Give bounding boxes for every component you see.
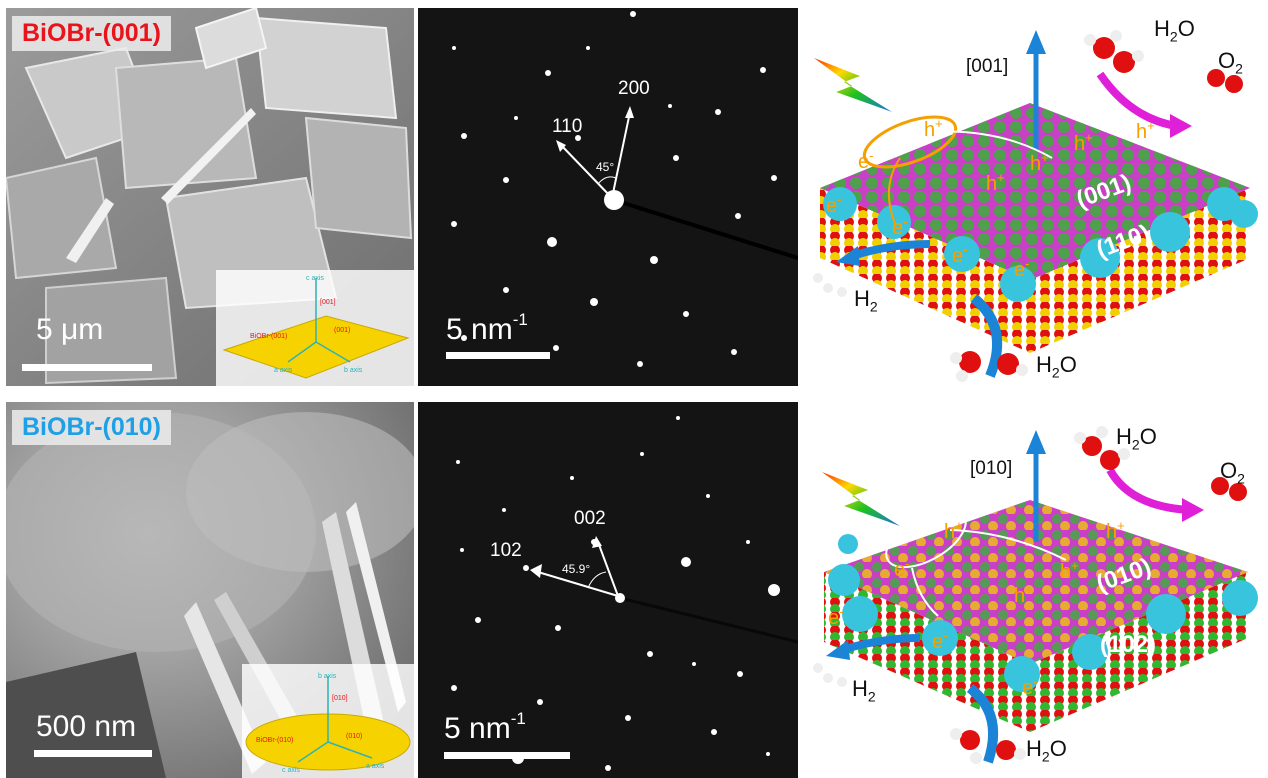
inset-axis-b-top: b axis	[344, 367, 363, 374]
water-top-label: H2O	[1154, 16, 1195, 45]
electron-1-top: e-	[858, 148, 873, 173]
oxygen-label-bottom: O2	[1220, 458, 1245, 487]
saed-scalebar-bottom	[444, 752, 570, 759]
electron-4-bottom: e-	[1022, 674, 1037, 699]
inset-facet-label-top: (001)	[334, 327, 350, 334]
electron-2-top: e-	[826, 192, 841, 217]
hole-1-top: h+	[924, 116, 943, 141]
sample-label-001: BiOBr-(001)	[12, 16, 171, 51]
electron-4-top: e-	[952, 242, 967, 267]
sem-scalebar-label-bottom: 500 nm	[36, 710, 137, 743]
saed-spot-002: 002	[574, 508, 606, 529]
hydrogen-label-bottom: H2	[852, 676, 876, 705]
hole-3-top: h+	[1074, 130, 1093, 155]
sem-scalebar-label-top: 5 μm	[36, 313, 104, 346]
saed-scalebar-label-bottom: 5 nm-1	[444, 709, 526, 745]
schematic-crystal-bottom: h+ h+ h+ h+ e- e- e- e- (010) (102)	[813, 426, 1258, 764]
saed-scalebar-label-top: 5 nm-1	[446, 310, 528, 346]
sem-image-top: BiOBr-(001) 5 μm c axis a axis b axis [0…	[6, 8, 414, 386]
schematic-top: h+ h+ h+ h+ h+ e- e- e- e- e- (001) (110…	[800, 8, 1268, 386]
inset-direction-bottom: [010]	[332, 695, 348, 702]
direction-label-010: [010]	[970, 458, 1013, 479]
hole-4-top: h+	[1136, 118, 1155, 143]
sem-image-bottom: BiOBr-(010) 500 nm b axis c axis a axis …	[6, 402, 414, 778]
inset-plate-label-top: BiOBr-(001)	[250, 333, 287, 340]
direction-label-001: [001]	[966, 56, 1009, 77]
saed-spot-110: 110	[552, 116, 583, 137]
saed-scalebar-top	[446, 352, 550, 359]
inset-plate-bottom: b axis c axis a axis [010] BiOBr-(010) (…	[245, 673, 411, 774]
hole-5-top: h+	[986, 170, 1005, 195]
electron-1-bottom: e-	[894, 556, 909, 581]
inset-facet-label-bottom: (010)	[346, 733, 362, 740]
hole-2-top: h+	[1030, 150, 1049, 175]
oxygen-label-top: O2	[1218, 48, 1243, 77]
saed-pattern-top: 110 200 45° 5 nm-1	[418, 8, 798, 386]
saed-spot-200: 200	[618, 78, 650, 99]
sem-scalebar-bottom	[34, 750, 152, 757]
saed-spots-bottom	[451, 416, 798, 771]
hole-1-bottom: h+	[944, 518, 963, 543]
electron-3-bottom: e-	[932, 628, 947, 653]
saed-spot-102: 102	[490, 540, 522, 561]
sem-texture-top	[6, 8, 414, 386]
saed-spots-top	[451, 11, 798, 367]
hydrogen-label-top: H2	[854, 286, 878, 315]
inset-axis-c-bottom: c axis	[282, 767, 300, 774]
saed-pattern-bottom: 102 002 45.9° 5 nm-1	[418, 402, 798, 778]
inset-axis-c-top: c axis	[306, 275, 324, 282]
hole-3-bottom: h+	[1106, 518, 1125, 543]
hole-2-bottom: h+	[1060, 558, 1079, 583]
schematic-crystal-top: h+ h+ h+ h+ h+ e- e- e- e- e- (001) (110…	[813, 30, 1258, 382]
inset-plate-top: c axis a axis b axis [001] BiOBr-(001) (…	[222, 275, 410, 379]
saed-angle-bottom: 45.9°	[562, 562, 591, 576]
electron-2-bottom: e-	[828, 604, 843, 629]
inset-axis-b-bottom: b axis	[318, 673, 337, 680]
water-bottom-label-bottom: H2O	[1026, 736, 1067, 765]
schematic-bottom: h+ h+ h+ h+ e- e- e- e- (010) (102) [010…	[800, 402, 1268, 778]
water-top-label-bottom: H2O	[1116, 424, 1157, 453]
electron-5-top: e-	[1014, 256, 1029, 281]
facet-side-label-102: (102)	[1100, 631, 1156, 658]
hole-4-bottom: h+	[1014, 582, 1033, 607]
sample-label-010: BiOBr-(010)	[12, 410, 171, 445]
inset-plate-label-bottom: BiOBr-(010)	[256, 737, 293, 744]
inset-crystal-orientation-top: c axis a axis b axis [001] BiOBr-(001) (…	[216, 270, 414, 386]
inset-crystal-orientation-bottom: b axis c axis a axis [010] BiOBr-(010) (…	[242, 664, 414, 778]
inset-direction-top: [001]	[320, 299, 336, 306]
electron-3-top: e-	[892, 214, 907, 239]
inset-axis-a-top: a axis	[274, 367, 293, 374]
sem-scalebar-top	[22, 364, 152, 371]
water-bottom-label-top: H2O	[1036, 352, 1077, 381]
inset-axis-a-bottom: a axis	[366, 763, 385, 770]
saed-angle-top: 45°	[596, 160, 615, 174]
